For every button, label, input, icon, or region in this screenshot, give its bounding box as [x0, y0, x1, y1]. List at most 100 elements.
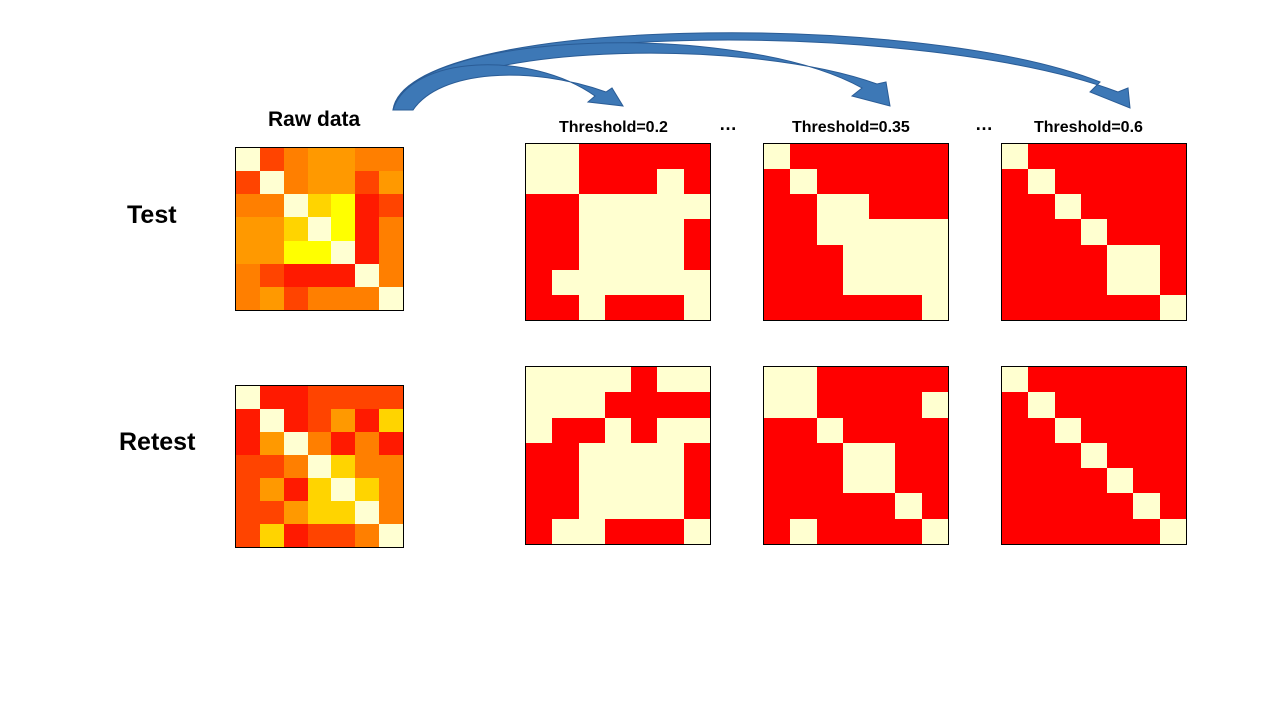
binary-cell — [1054, 417, 1081, 443]
binary-cell — [1002, 417, 1029, 443]
heatmap-cell — [379, 286, 403, 310]
binary-cell — [921, 194, 948, 220]
heatmap-cell — [379, 409, 403, 432]
binary-cell — [526, 219, 553, 245]
binary-cell — [790, 392, 817, 418]
binary-cell — [1028, 468, 1055, 494]
binary-cell — [631, 442, 658, 469]
binary-cell — [1133, 169, 1160, 195]
binary-cell — [895, 244, 922, 270]
binary-cell — [869, 442, 896, 469]
binary-cell — [842, 194, 870, 220]
binary-cell — [552, 169, 579, 195]
binary-cell — [1002, 244, 1029, 270]
binary-cell — [764, 219, 791, 245]
binary-cell — [1107, 269, 1134, 295]
binary-cell — [604, 169, 632, 195]
heatmap-cell — [236, 194, 260, 218]
binary-cell — [552, 294, 579, 320]
heatmap-cell — [283, 501, 308, 524]
binary-cell — [790, 169, 817, 195]
heatmap-cell — [355, 286, 380, 310]
binary-cell — [816, 294, 843, 320]
binary-matrix-test-0.35 — [763, 143, 949, 321]
binary-cell — [1028, 169, 1055, 195]
binary-cell — [1054, 518, 1081, 544]
binary-cell — [1159, 493, 1186, 519]
binary-cell — [604, 442, 632, 469]
heatmap-cell — [331, 478, 356, 501]
heatmap-cell — [259, 409, 284, 432]
binary-cell — [816, 219, 843, 245]
binary-cell — [1002, 493, 1029, 519]
binary-cell — [1028, 194, 1055, 220]
heatmap-cell — [379, 501, 403, 524]
heatmap-cell — [379, 263, 403, 287]
heatmap-cell — [331, 409, 356, 432]
binary-cell — [578, 169, 605, 195]
binary-cell — [816, 367, 843, 393]
binary-cell — [1159, 518, 1186, 544]
binary-cell — [683, 144, 710, 170]
binary-cell — [869, 144, 896, 170]
binary-cell — [1159, 392, 1186, 418]
raw-matrix-retest — [235, 385, 404, 548]
binary-cell — [1080, 392, 1108, 418]
binary-matrix-test-0.6 — [1001, 143, 1187, 321]
binary-cell — [842, 169, 870, 195]
binary-cell — [683, 219, 710, 245]
binary-cell — [1028, 244, 1055, 270]
heatmap-cell — [236, 432, 260, 455]
binary-cell — [895, 417, 922, 443]
binary-cell — [552, 442, 579, 469]
binary-cell — [1159, 442, 1186, 469]
binary-cell — [895, 518, 922, 544]
heatmap-cell — [236, 455, 260, 478]
binary-cell — [631, 417, 658, 443]
binary-cell — [1028, 417, 1055, 443]
binary-cell — [1028, 493, 1055, 519]
binary-cell — [657, 294, 684, 320]
binary-cell — [1028, 518, 1055, 544]
binary-cell — [1133, 468, 1160, 494]
binary-cell — [1054, 392, 1081, 418]
binary-cell — [816, 493, 843, 519]
heatmap-cell — [259, 286, 284, 310]
binary-cell — [1028, 442, 1055, 469]
binary-cell — [1133, 194, 1160, 220]
heatmap-cell — [283, 409, 308, 432]
binary-cell — [1028, 294, 1055, 320]
heatmap-cell — [355, 263, 380, 287]
binary-cell — [604, 468, 632, 494]
binary-cell — [790, 518, 817, 544]
binary-cell — [683, 269, 710, 295]
binary-cell — [1080, 294, 1108, 320]
binary-cell — [790, 144, 817, 170]
binary-cell — [1133, 219, 1160, 245]
heatmap-cell — [355, 194, 380, 218]
binary-cell — [842, 392, 870, 418]
heatmap-cell — [259, 171, 284, 195]
binary-cell — [552, 493, 579, 519]
binary-cell — [1107, 244, 1134, 270]
binary-cell — [657, 518, 684, 544]
binary-cell — [895, 442, 922, 469]
binary-cell — [1054, 367, 1081, 393]
binary-cell — [604, 269, 632, 295]
binary-cell — [1080, 417, 1108, 443]
binary-cell — [657, 367, 684, 393]
binary-cell — [1002, 294, 1029, 320]
binary-cell — [1028, 367, 1055, 393]
binary-cell — [790, 442, 817, 469]
binary-cell — [657, 468, 684, 494]
heatmap-cell — [307, 409, 332, 432]
raw-matrix-test — [235, 147, 404, 311]
binary-cell — [1107, 294, 1134, 320]
binary-cell — [552, 269, 579, 295]
heatmap-cell — [259, 432, 284, 455]
binary-cell — [921, 219, 948, 245]
binary-cell — [657, 442, 684, 469]
heatmap-cell — [307, 455, 332, 478]
binary-cell — [764, 269, 791, 295]
binary-cell — [631, 392, 658, 418]
